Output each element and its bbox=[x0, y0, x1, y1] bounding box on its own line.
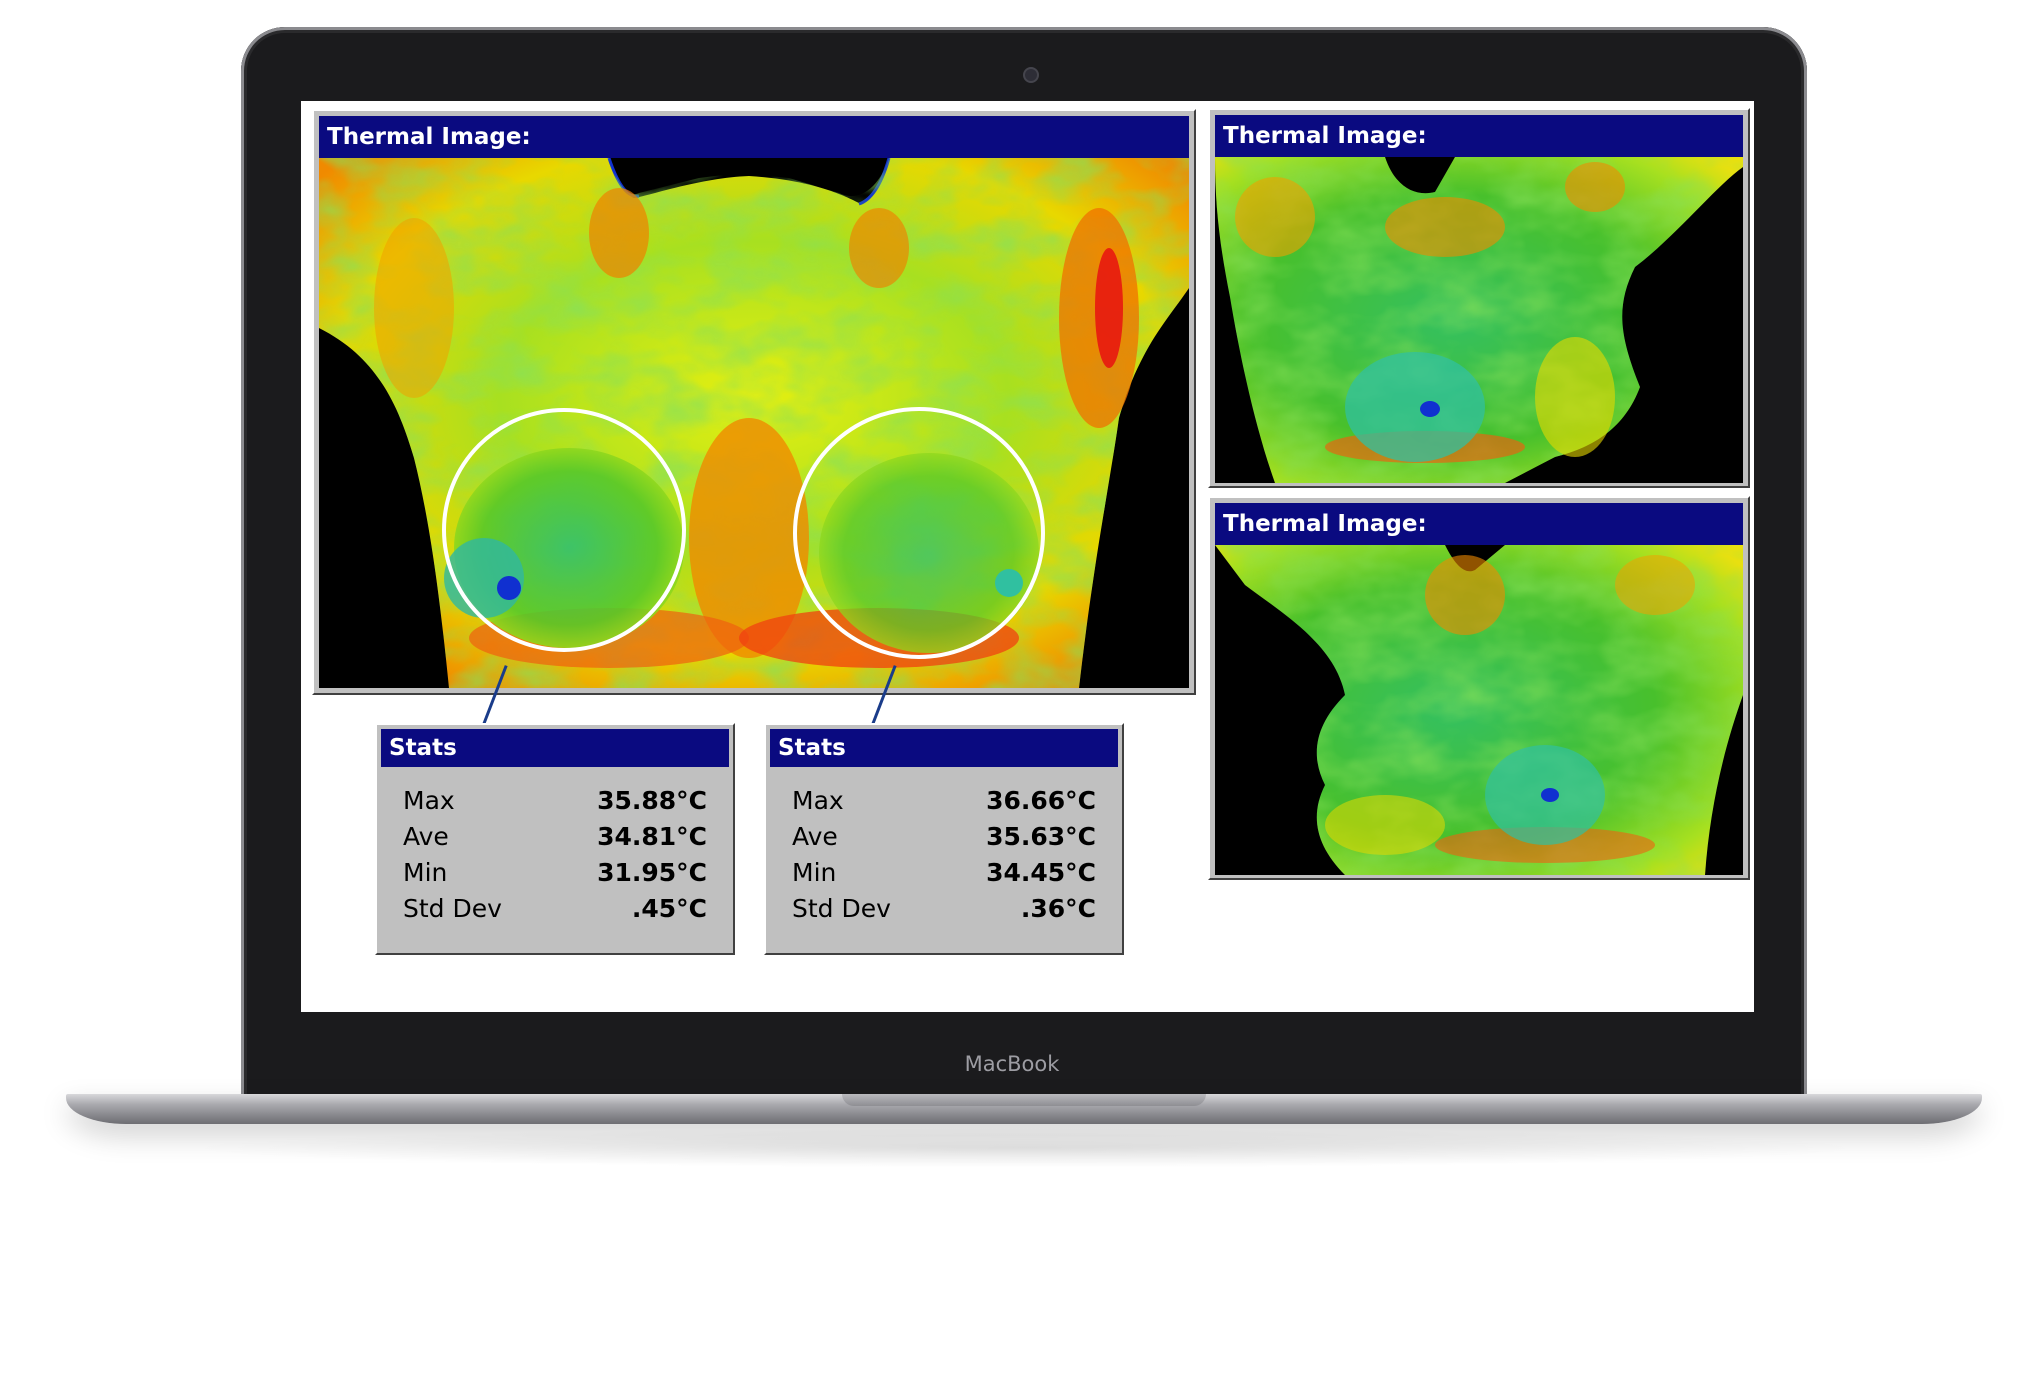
stat-label: Ave bbox=[792, 822, 838, 851]
stat-value: 34.81°C bbox=[597, 822, 707, 851]
laptop-shadow bbox=[180, 1128, 1870, 1168]
thermal-view-left-oblique: Thermal Image: bbox=[1208, 496, 1750, 880]
stat-row-std-dev: Std Dev .45°C bbox=[403, 891, 707, 927]
stat-label: Max bbox=[403, 786, 455, 815]
stat-value: .36°C bbox=[1020, 894, 1096, 923]
stat-value: 31.95°C bbox=[597, 858, 707, 887]
stat-value: 35.88°C bbox=[597, 786, 707, 815]
laptop-opening-notch bbox=[842, 1094, 1206, 1106]
stat-row-max: Max 36.66°C bbox=[792, 783, 1096, 819]
stat-label: Min bbox=[403, 858, 448, 887]
stat-row-min: Min 34.45°C bbox=[792, 855, 1096, 891]
stat-label: Max bbox=[792, 786, 844, 815]
stat-label: Min bbox=[792, 858, 837, 887]
stat-value: .45°C bbox=[631, 894, 707, 923]
stat-label: Std Dev bbox=[792, 894, 891, 923]
roi-circle-left-breast bbox=[793, 407, 1045, 659]
stat-row-ave: Ave 34.81°C bbox=[403, 819, 707, 855]
stat-label: Std Dev bbox=[403, 894, 502, 923]
webcam-icon bbox=[1023, 67, 1039, 83]
thermal-view-title: Thermal Image: bbox=[1215, 503, 1743, 545]
stats-panel-left-breast: Stats Max 36.66°C Ave 35.63°C Min 34.45°… bbox=[764, 723, 1124, 955]
stat-label: Ave bbox=[403, 822, 449, 851]
screen: Thermal Image: bbox=[301, 101, 1754, 1012]
roi-circle-right-breast bbox=[442, 408, 686, 652]
thermal-image-right-oblique bbox=[1215, 157, 1743, 483]
laptop-brand-label: MacBook bbox=[964, 1052, 1060, 1076]
stats-title: Stats bbox=[770, 729, 1118, 767]
stats-title: Stats bbox=[381, 729, 729, 767]
thermal-view-right-oblique: Thermal Image: bbox=[1208, 108, 1750, 488]
stat-row-ave: Ave 35.63°C bbox=[792, 819, 1096, 855]
stat-row-max: Max 35.88°C bbox=[403, 783, 707, 819]
thermal-view-title: Thermal Image: bbox=[319, 116, 1189, 158]
stats-panel-right-breast: Stats Max 35.88°C Ave 34.81°C Min 31.95°… bbox=[375, 723, 735, 955]
thermal-image-front bbox=[319, 158, 1189, 688]
stat-row-min: Min 31.95°C bbox=[403, 855, 707, 891]
stat-value: 34.45°C bbox=[986, 858, 1096, 887]
stat-row-std-dev: Std Dev .36°C bbox=[792, 891, 1096, 927]
stat-value: 36.66°C bbox=[986, 786, 1096, 815]
stat-value: 35.63°C bbox=[986, 822, 1096, 851]
thermal-view-front: Thermal Image: bbox=[312, 109, 1196, 695]
thermal-image-left-oblique bbox=[1215, 545, 1743, 875]
thermal-view-title: Thermal Image: bbox=[1215, 115, 1743, 157]
